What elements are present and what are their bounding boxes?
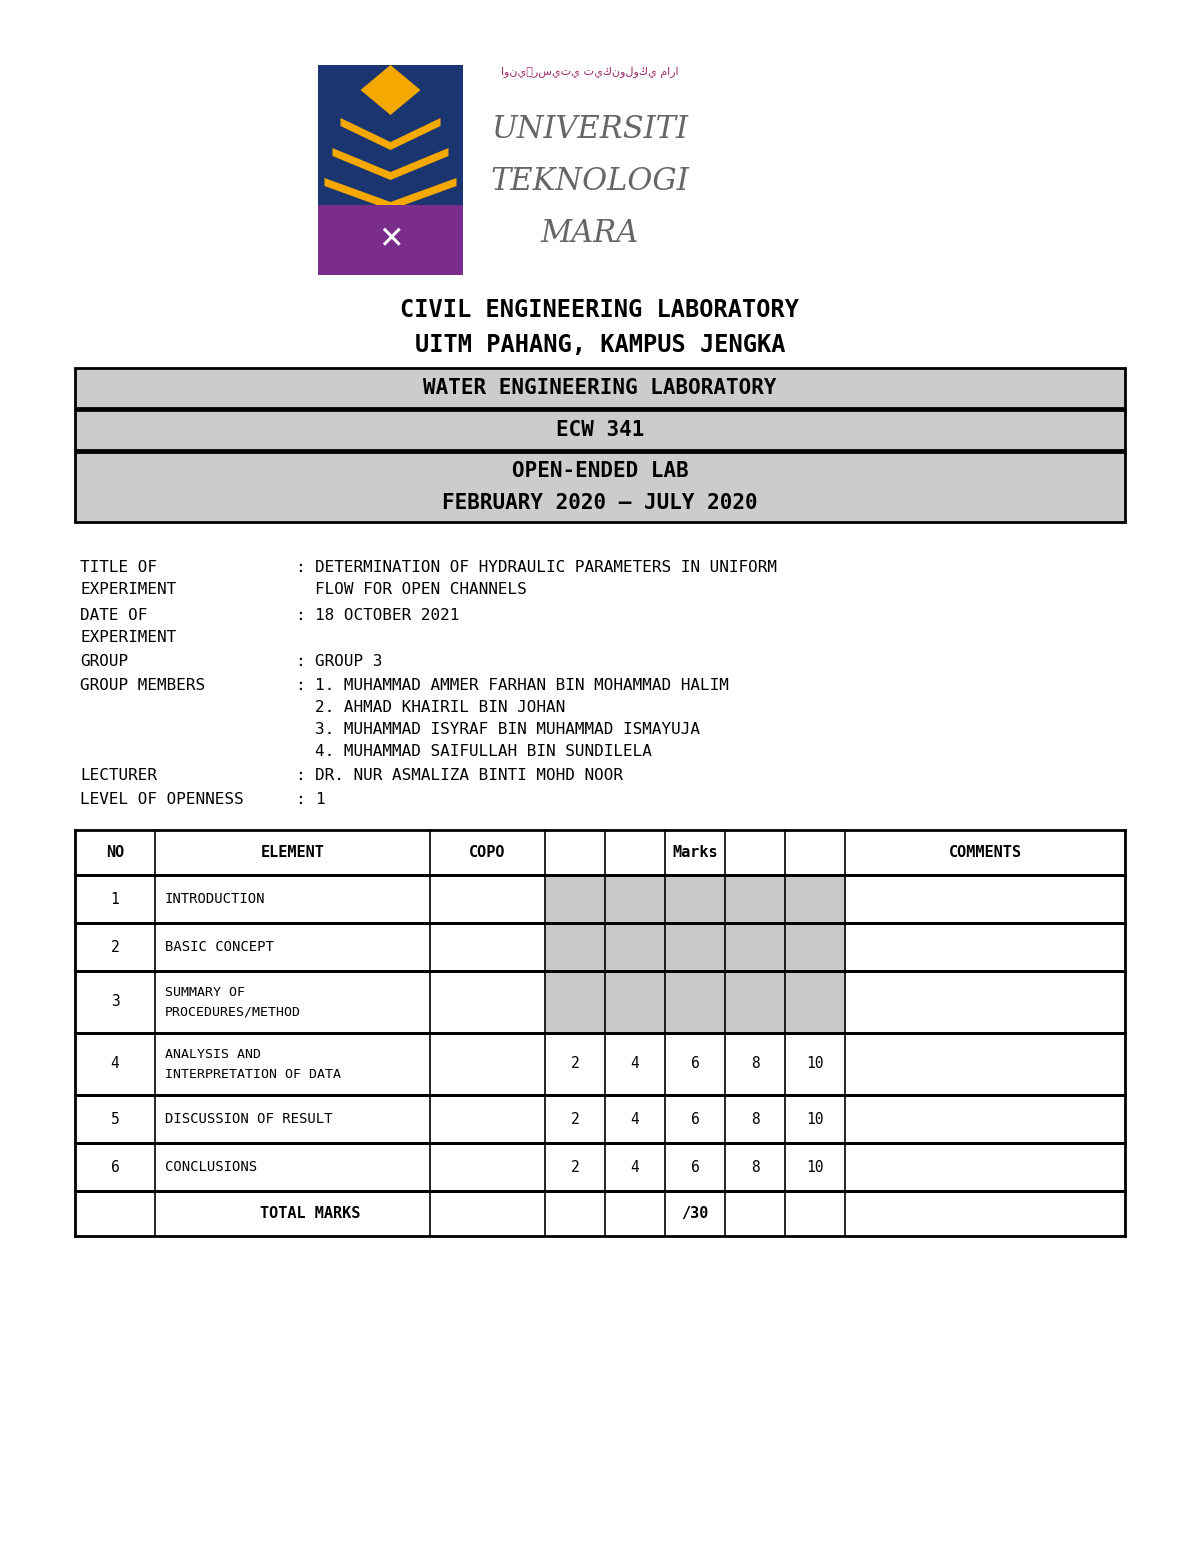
Bar	[545, 874, 605, 922]
Text: 8: 8	[751, 1112, 760, 1126]
Bar	[785, 874, 845, 922]
Text: ✕: ✕	[378, 225, 403, 255]
Text: TEKNOLOGI: TEKNOLOGI	[491, 166, 689, 197]
Text: 6: 6	[691, 1112, 700, 1126]
Text: CIVIL ENGINEERING LABORATORY: CIVIL ENGINEERING LABORATORY	[401, 298, 799, 321]
Text: 2: 2	[571, 1056, 580, 1072]
Text: 4: 4	[631, 1112, 640, 1126]
Text: TOTAL MARKS: TOTAL MARKS	[260, 1207, 360, 1221]
Text: 10: 10	[806, 1160, 823, 1174]
Bar	[318, 205, 463, 275]
Text: EXPERIMENT: EXPERIMENT	[80, 582, 176, 596]
Text: 6: 6	[691, 1056, 700, 1072]
Text: 2: 2	[571, 1112, 580, 1126]
Bar	[74, 410, 1126, 450]
Text: 4: 4	[631, 1056, 640, 1072]
Text: ANALYSIS AND: ANALYSIS AND	[166, 1048, 262, 1061]
Bar	[665, 971, 725, 1033]
Text: LEVEL OF OPENNESS: LEVEL OF OPENNESS	[80, 792, 244, 808]
Bar	[725, 874, 785, 922]
Text: 8: 8	[751, 1056, 760, 1072]
Text: GROUP MEMBERS: GROUP MEMBERS	[80, 679, 205, 693]
Text: COPO: COPO	[469, 845, 505, 860]
Text: COMMENTS: COMMENTS	[948, 845, 1021, 860]
Text: SUMMARY OF: SUMMARY OF	[166, 986, 245, 999]
Text: EXPERIMENT: EXPERIMENT	[80, 631, 176, 644]
Text: :: :	[295, 792, 305, 808]
Text: 1. MUHAMMAD AMMER FARHAN BIN MOHAMMAD HALIM: 1. MUHAMMAD AMMER FARHAN BIN MOHAMMAD HA…	[314, 679, 728, 693]
Bar	[665, 874, 725, 922]
Text: CONCLUSIONS: CONCLUSIONS	[166, 1160, 257, 1174]
Text: FLOW FOR OPEN CHANNELS: FLOW FOR OPEN CHANNELS	[314, 582, 527, 596]
Text: 1: 1	[314, 792, 325, 808]
Bar	[545, 971, 605, 1033]
Text: 2. AHMAD KHAIRIL BIN JOHAN: 2. AHMAD KHAIRIL BIN JOHAN	[314, 700, 565, 714]
Text: 2: 2	[110, 940, 119, 955]
Text: 10: 10	[806, 1056, 823, 1072]
Polygon shape	[324, 179, 456, 210]
Text: :: :	[295, 654, 305, 669]
Text: Marks: Marks	[672, 845, 718, 860]
Text: :: :	[295, 769, 305, 783]
Bar	[785, 922, 845, 971]
Bar	[785, 971, 845, 1033]
Polygon shape	[341, 118, 440, 151]
Text: OPEN-ENDED LAB: OPEN-ENDED LAB	[511, 461, 689, 481]
Text: GROUP: GROUP	[80, 654, 128, 669]
Text: 6: 6	[691, 1160, 700, 1174]
Text: DETERMINATION OF HYDRAULIC PARAMETERS IN UNIFORM: DETERMINATION OF HYDRAULIC PARAMETERS IN…	[314, 561, 778, 575]
Text: :: :	[295, 609, 305, 623]
Text: INTERPRETATION OF DATA: INTERPRETATION OF DATA	[166, 1067, 341, 1081]
Text: LECTURER: LECTURER	[80, 769, 157, 783]
Text: UNIVERSITI: UNIVERSITI	[492, 115, 689, 146]
Text: :: :	[295, 561, 305, 575]
Text: :: :	[295, 679, 305, 693]
Text: 3. MUHAMMAD ISYRAF BIN MUHAMMAD ISMAYUJA: 3. MUHAMMAD ISYRAF BIN MUHAMMAD ISMAYUJA	[314, 722, 700, 738]
Bar	[665, 922, 725, 971]
Text: BASIC CONCEPT: BASIC CONCEPT	[166, 940, 274, 954]
Bar	[725, 922, 785, 971]
Text: 10: 10	[806, 1112, 823, 1126]
Text: TITLE OF: TITLE OF	[80, 561, 157, 575]
Text: 6: 6	[110, 1160, 119, 1174]
Polygon shape	[332, 148, 449, 180]
Text: ELEMENT: ELEMENT	[260, 845, 324, 860]
Bar	[545, 922, 605, 971]
Text: PROCEDURES/METHOD: PROCEDURES/METHOD	[166, 1005, 301, 1019]
Text: اونيۏرسيتي تيكنولوڬي مارا: اونيۏرسيتي تيكنولوڬي مارا	[502, 67, 679, 78]
Text: 1: 1	[110, 891, 119, 907]
Text: MARA: MARA	[541, 219, 640, 250]
Bar	[605, 971, 665, 1033]
Text: 2: 2	[571, 1160, 580, 1174]
Text: GROUP 3: GROUP 3	[314, 654, 383, 669]
Text: WATER ENGINEERING LABORATORY: WATER ENGINEERING LABORATORY	[424, 377, 776, 398]
Text: INTRODUCTION: INTRODUCTION	[166, 891, 265, 905]
Text: /30: /30	[682, 1207, 709, 1221]
Text: FEBRUARY 2020 – JULY 2020: FEBRUARY 2020 – JULY 2020	[442, 492, 758, 512]
Text: 5: 5	[110, 1112, 119, 1126]
Bar	[318, 65, 463, 275]
Text: ECW 341: ECW 341	[556, 419, 644, 439]
Text: UITM PAHANG, KAMPUS JENGKA: UITM PAHANG, KAMPUS JENGKA	[415, 332, 785, 357]
Bar	[74, 368, 1126, 408]
Polygon shape	[360, 65, 420, 115]
Bar	[74, 452, 1126, 522]
Text: DISCUSSION OF RESULT: DISCUSSION OF RESULT	[166, 1112, 332, 1126]
Bar	[605, 922, 665, 971]
Text: 8: 8	[751, 1160, 760, 1174]
Text: 18 OCTOBER 2021: 18 OCTOBER 2021	[314, 609, 460, 623]
Text: DR. NUR ASMALIZA BINTI MOHD NOOR: DR. NUR ASMALIZA BINTI MOHD NOOR	[314, 769, 623, 783]
Text: 4: 4	[110, 1056, 119, 1072]
Text: 4: 4	[631, 1160, 640, 1174]
Text: DATE OF: DATE OF	[80, 609, 148, 623]
Bar	[605, 874, 665, 922]
Text: 3: 3	[110, 994, 119, 1009]
Text: NO: NO	[106, 845, 124, 860]
Text: 4. MUHAMMAD SAIFULLAH BIN SUNDILELA: 4. MUHAMMAD SAIFULLAH BIN SUNDILELA	[314, 744, 652, 759]
Bar	[725, 971, 785, 1033]
